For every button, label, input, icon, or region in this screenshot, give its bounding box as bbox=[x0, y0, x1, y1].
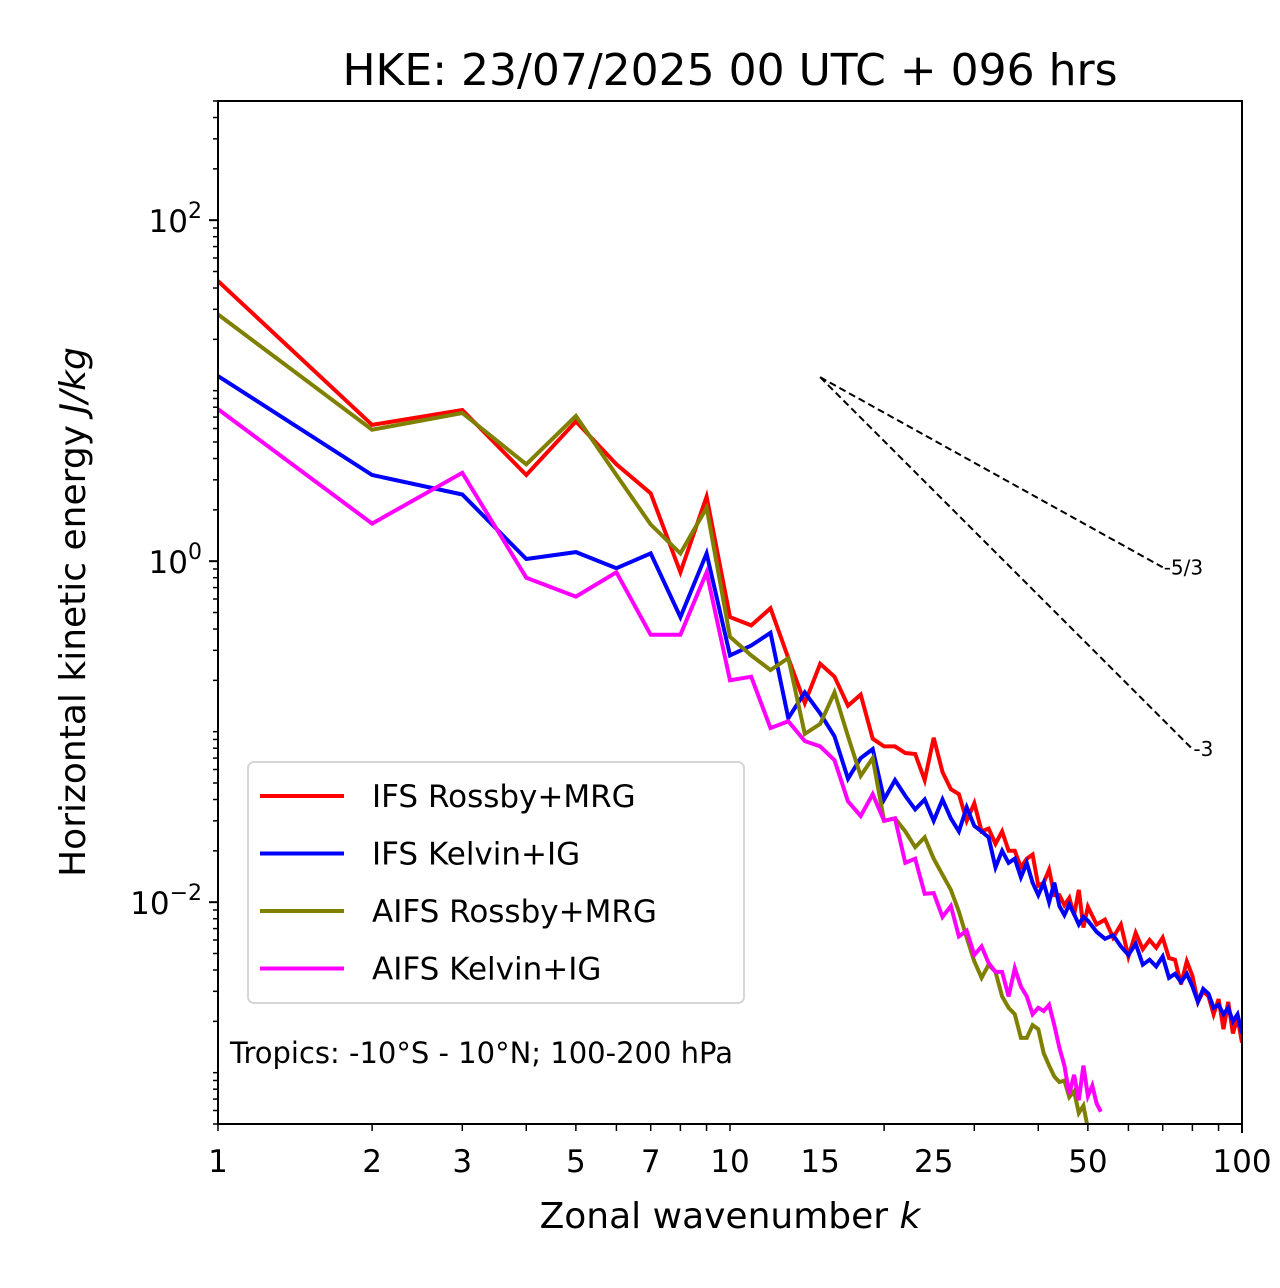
legend: IFS Rossby+MRG IFS Kelvin+IG AIFS Rossby+M… bbox=[247, 761, 745, 1004]
legend-label: AIFS Kelvin+IG bbox=[372, 952, 601, 988]
legend-frame bbox=[247, 761, 745, 1004]
series-line-aifs-rossby-mrg bbox=[218, 312, 1090, 1124]
y-axis-label: Horizontal kinetic energy J/kg bbox=[53, 347, 94, 877]
series-line-aifs-kelvin-ig bbox=[218, 407, 1103, 1113]
y-tick-label: 10−2 bbox=[130, 881, 202, 922]
legend-label: IFS Rossby+MRG bbox=[372, 779, 636, 815]
reference-slope-label: -3 bbox=[1193, 737, 1213, 761]
plot-area: -5/3 -3 1 2 3 5 7 10 15 25 50 100 10−2 100 102 bbox=[130, 100, 1272, 1180]
x-tick-label: 7 bbox=[641, 1144, 661, 1180]
reference-slope-line bbox=[819, 376, 1164, 569]
y-tick-label: 102 bbox=[149, 199, 202, 240]
x-tick-label: 15 bbox=[800, 1144, 839, 1180]
series-line-ifs-kelvin-ig bbox=[218, 374, 1242, 1034]
x-axis-label-text: Zonal wavenumber bbox=[540, 1196, 889, 1237]
region-annotation: Tropics: -10°S - 10°N; 100-200 hPa bbox=[229, 1036, 733, 1070]
legend-entry: AIFS Kelvin+IG bbox=[260, 952, 601, 988]
y-axis-label-text: Horizontal kinetic energy bbox=[53, 425, 94, 877]
legend-label: IFS Kelvin+IG bbox=[372, 837, 580, 873]
y-axis-label-units: J/kg bbox=[53, 347, 94, 419]
x-tick-label: 10 bbox=[710, 1144, 749, 1180]
x-axis-label: Zonal wavenumber k bbox=[540, 1196, 923, 1237]
reference-slope-label: -5/3 bbox=[1164, 555, 1203, 579]
x-tick-label: 25 bbox=[914, 1144, 953, 1180]
x-tick-label: 1 bbox=[208, 1144, 228, 1180]
x-tick-label: 5 bbox=[566, 1144, 586, 1180]
x-tick-label: 100 bbox=[1212, 1144, 1271, 1180]
x-tick-label: 3 bbox=[452, 1144, 472, 1180]
legend-label: AIFS Rossby+MRG bbox=[372, 894, 657, 930]
chart-title: HKE: 23/07/2025 00 UTC + 096 hrs bbox=[342, 45, 1117, 96]
svg-text:Zonal wavenumber k: Zonal wavenumber k bbox=[540, 1196, 923, 1237]
reference-slope-line bbox=[819, 376, 1194, 750]
x-axis-label-var: k bbox=[900, 1196, 923, 1237]
svg-text:Horizontal kinetic energy J/kg: Horizontal kinetic energy J/kg bbox=[53, 347, 94, 877]
x-tick-label: 50 bbox=[1068, 1144, 1107, 1180]
legend-entry: IFS Kelvin+IG bbox=[260, 837, 580, 873]
x-tick-label: 2 bbox=[362, 1144, 382, 1180]
y-tick-label: 100 bbox=[149, 540, 202, 581]
legend-entry: IFS Rossby+MRG bbox=[260, 779, 636, 815]
legend-entry: AIFS Rossby+MRG bbox=[260, 894, 657, 930]
